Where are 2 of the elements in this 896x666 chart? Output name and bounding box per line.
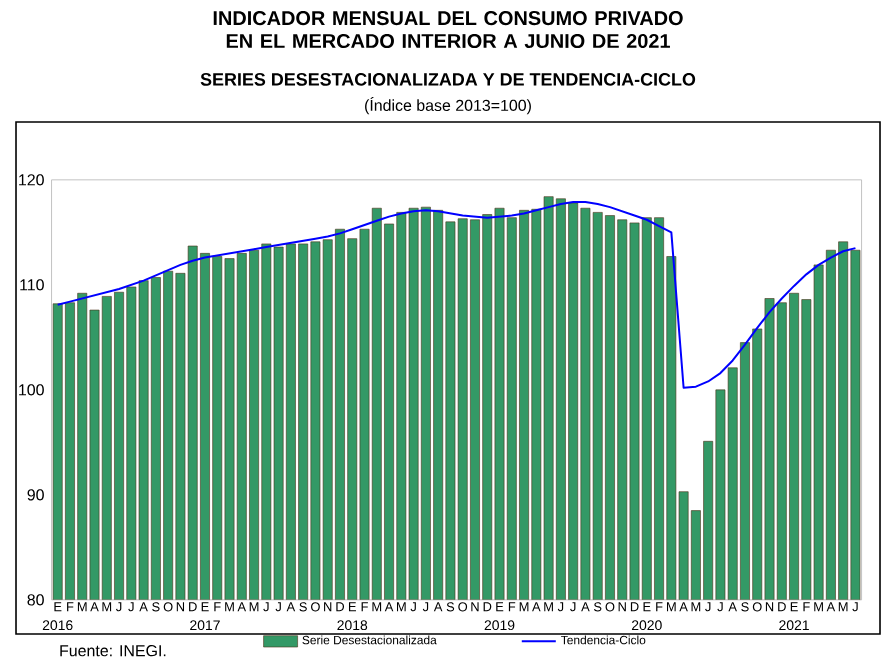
chart-subtitle: SERIES DESESTACIONALIZADA Y DE TENDENCIA-CICLO xyxy=(200,73,696,86)
chart-title: INDICADOR MENSUAL DEL CONSUMO PRIVADO EN EL MERCADO INTERIOR A JUNIO DE 2021 xyxy=(213,11,683,49)
